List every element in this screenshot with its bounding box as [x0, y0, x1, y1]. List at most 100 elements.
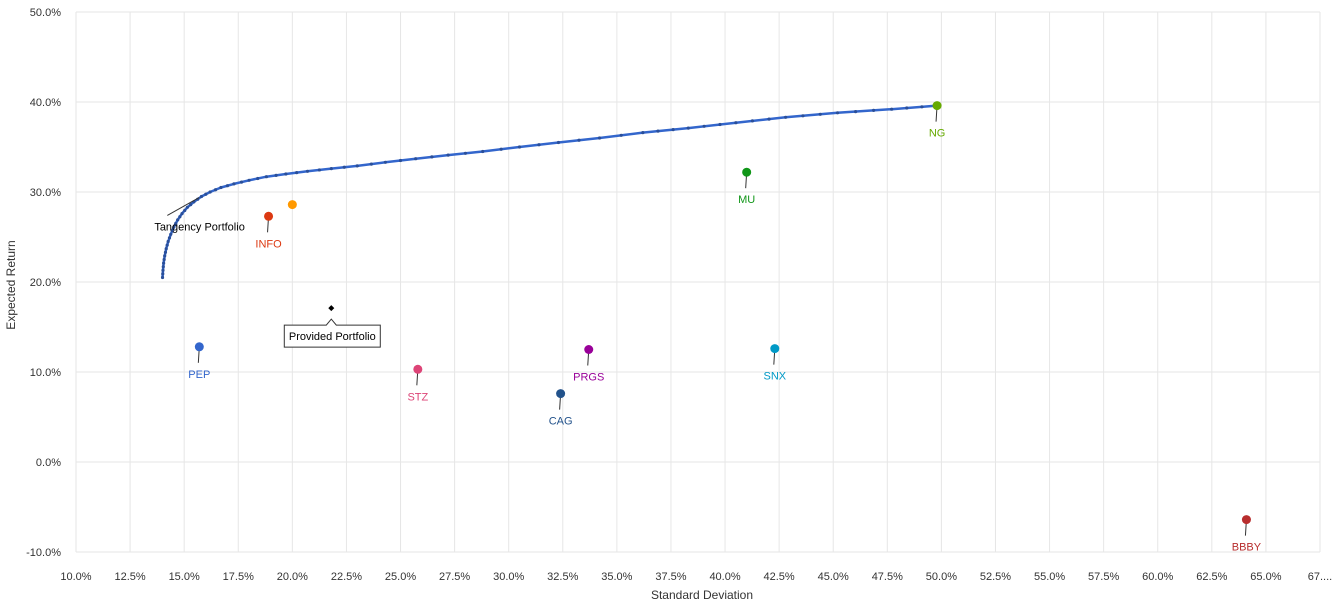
frontier-point[interactable]	[162, 261, 166, 265]
frontier-point[interactable]	[232, 182, 236, 186]
frontier-point[interactable]	[890, 107, 894, 111]
x-axis-ticks: 10.0% 12.5% 15.0% 17.5% 20.0% 22.5% 25.0% 27.5%…	[60, 571, 1332, 583]
frontier-point[interactable]	[767, 117, 771, 121]
frontier-point[interactable]	[163, 250, 168, 254]
frontier-point[interactable]	[414, 157, 418, 161]
frontier-point[interactable]	[162, 257, 166, 262]
point-snx[interactable]	[770, 344, 780, 354]
frontier-point[interactable]	[170, 229, 174, 233]
frontier-point[interactable]	[430, 155, 434, 159]
frontier-point[interactable]	[577, 138, 581, 142]
frontier-point[interactable]	[801, 114, 805, 118]
point-bbby[interactable]	[1241, 515, 1251, 525]
frontier-point[interactable]	[317, 168, 321, 172]
frontier-point[interactable]	[383, 160, 387, 164]
frontier-point[interactable]	[284, 172, 288, 176]
frontier-point[interactable]	[204, 192, 208, 196]
x-tick-label: 62.5%	[1196, 571, 1227, 583]
frontier-point[interactable]	[750, 119, 755, 123]
frontier-point[interactable]	[734, 121, 738, 125]
frontier-point[interactable]	[183, 208, 187, 213]
point-stz[interactable]	[413, 364, 423, 374]
frontier-point[interactable]	[180, 212, 184, 216]
frontier-point[interactable]	[905, 106, 909, 110]
frontier-point[interactable]	[355, 164, 359, 168]
frontier-point[interactable]	[446, 153, 450, 157]
frontier-point[interactable]	[172, 225, 176, 229]
frontier-point[interactable]	[199, 194, 204, 199]
frontier-point[interactable]	[208, 190, 212, 194]
frontier-point[interactable]	[369, 162, 373, 166]
frontier-point[interactable]	[853, 110, 858, 114]
frontier-point[interactable]	[219, 185, 223, 190]
point-label-ng: NG	[929, 128, 946, 140]
frontier-point[interactable]	[398, 158, 403, 163]
frontier-point[interactable]	[481, 149, 485, 154]
x-tick-label: 32.5%	[547, 571, 578, 583]
frontier-point[interactable]	[160, 275, 165, 280]
frontier-point[interactable]	[463, 151, 468, 155]
frontier-point[interactable]	[499, 147, 503, 151]
x-tick-label: 12.5%	[114, 571, 145, 583]
frontier-point[interactable]	[161, 268, 165, 272]
frontier-point[interactable]	[164, 247, 168, 251]
asset-points	[194, 101, 1251, 525]
tangency-portfolio-label: Tangency Portfolio	[154, 221, 245, 233]
x-tick-label: 17.5%	[223, 571, 254, 583]
frontier-point[interactable]	[166, 239, 170, 244]
point-unlabeled[interactable]	[287, 200, 297, 210]
frontier-point[interactable]	[517, 145, 522, 149]
frontier-point[interactable]	[185, 205, 190, 209]
frontier-point[interactable]	[161, 265, 165, 269]
frontier-point[interactable]	[247, 178, 251, 182]
frontier-point[interactable]	[169, 232, 173, 236]
frontier-point[interactable]	[167, 236, 172, 240]
frontier-point[interactable]	[641, 131, 645, 135]
frontier-point[interactable]	[178, 215, 182, 219]
x-tick-label: 35.0%	[601, 571, 632, 583]
frontier-point[interactable]	[556, 140, 561, 145]
point-label-stz: STZ	[407, 391, 428, 403]
frontier-point[interactable]	[818, 112, 822, 116]
frontier-point[interactable]	[163, 254, 167, 258]
frontier-point[interactable]	[256, 176, 260, 181]
annotations: Tangency Portfolio Provided Portfolio	[154, 196, 381, 348]
frontier-point[interactable]	[165, 243, 169, 247]
frontier-point[interactable]	[174, 221, 178, 226]
frontier-point[interactable]	[342, 165, 346, 169]
x-tick-label: 27.5%	[439, 571, 470, 583]
frontier-point[interactable]	[225, 184, 230, 188]
frontier-point[interactable]	[656, 129, 660, 133]
frontier-point[interactable]	[161, 272, 165, 276]
frontier-point[interactable]	[619, 133, 623, 137]
frontier-point[interactable]	[274, 173, 278, 177]
point-info[interactable]	[264, 211, 274, 221]
frontier-point[interactable]	[537, 143, 541, 147]
asset-labels: PEP INFO STZ CAG PRGS MU SNX NG BBBY	[188, 128, 1261, 554]
frontier-point[interactable]	[671, 128, 675, 132]
point-cag[interactable]	[556, 389, 566, 399]
frontier-point[interactable]	[920, 105, 924, 109]
frontier-point[interactable]	[264, 175, 268, 179]
frontier-point[interactable]	[718, 122, 722, 127]
frontier-point[interactable]	[597, 136, 602, 140]
point-prgs[interactable]	[584, 345, 594, 354]
frontier-point[interactable]	[835, 111, 840, 115]
frontier-point[interactable]	[329, 167, 333, 171]
point-ng[interactable]	[932, 101, 942, 111]
frontier-point[interactable]	[784, 115, 788, 119]
point-mu[interactable]	[742, 167, 752, 177]
frontier-point[interactable]	[239, 180, 244, 184]
tangency-leader	[167, 196, 200, 216]
frontier-point[interactable]	[872, 108, 876, 112]
frontier-point[interactable]	[702, 124, 706, 128]
x-axis-title: Standard Deviation	[651, 588, 753, 602]
frontier-point[interactable]	[213, 188, 218, 192]
frontier-point[interactable]	[189, 203, 193, 207]
point-pep[interactable]	[194, 342, 204, 352]
frontier-point[interactable]	[686, 126, 690, 130]
x-tick-label: 52.5%	[980, 571, 1011, 583]
frontier-point[interactable]	[305, 169, 310, 173]
frontier-point[interactable]	[176, 218, 180, 222]
frontier-point[interactable]	[295, 171, 299, 175]
